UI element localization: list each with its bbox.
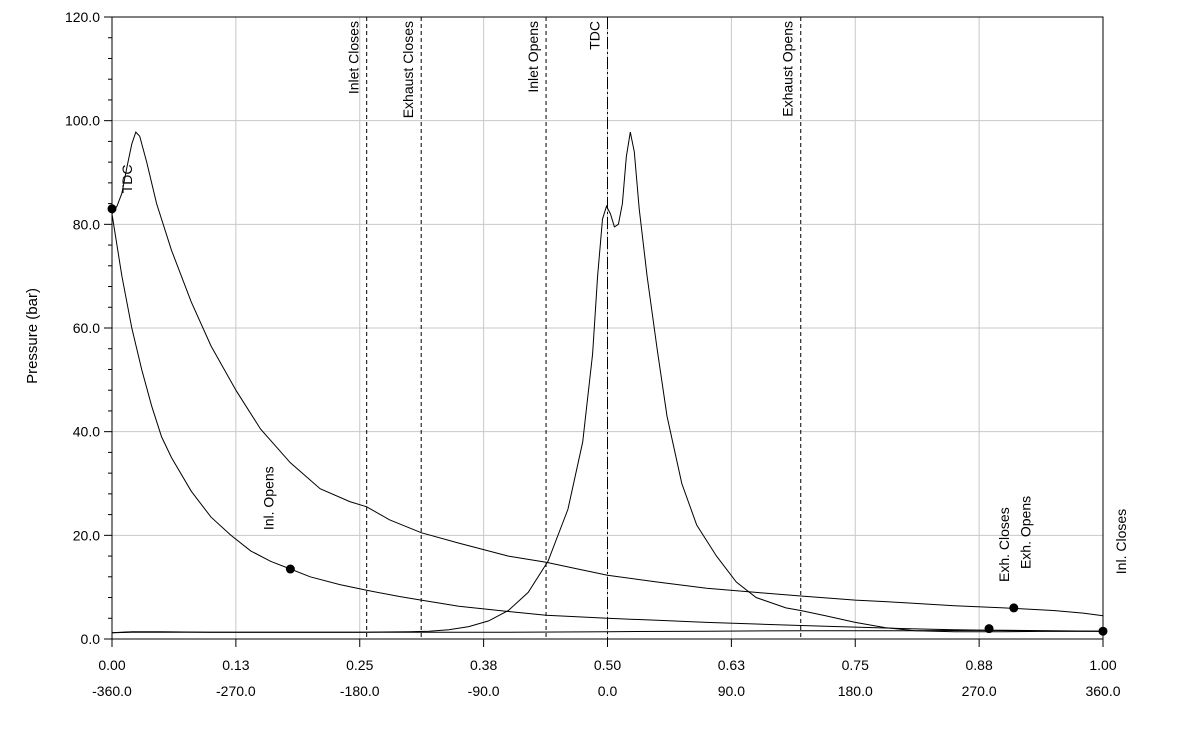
x-tick-label-primary: 0.88 xyxy=(966,657,993,673)
series-curves xyxy=(111,131,1104,634)
x-tick-label-primary: 0.63 xyxy=(718,657,745,673)
x-tick-label-secondary: -90.0 xyxy=(468,683,500,699)
pressure-curve xyxy=(111,132,1103,634)
event-marker xyxy=(984,624,994,634)
annotation-label: Exh. Closes xyxy=(996,507,1012,582)
y-tick-label: 100.0 xyxy=(65,113,100,129)
x-tick-label-primary: 0.50 xyxy=(594,657,621,673)
event-lines: Inlet Closes Exhaust Closes Inlet Opens TDC… xyxy=(346,17,802,639)
event-line-label: TDC xyxy=(587,21,603,50)
pressure-curve xyxy=(111,131,1104,617)
event-line-label: Exhaust Closes xyxy=(400,21,416,118)
event-marker xyxy=(1009,603,1019,613)
annotations: TDC Inl. Opens Exh. Closes Exh. Opens Inl. C… xyxy=(119,164,1129,582)
x-tick-label-secondary: 360.0 xyxy=(1085,683,1120,699)
x-tick-label-secondary: 270.0 xyxy=(962,683,997,699)
x-tick-label-secondary: 0.0 xyxy=(598,683,618,699)
x-tick-label-secondary: -360.0 xyxy=(92,683,132,699)
axis-ticks: 0.0 20.0 40.0 60.0 80.0 100.0 120.0 0.00 -360.0 0… xyxy=(65,9,1121,699)
event-line-label: Exhaust Opens xyxy=(780,21,796,117)
event-line-label: Inlet Opens xyxy=(525,21,541,93)
annotation-label: Inl. Opens xyxy=(261,466,277,530)
annotation-label: Inl. Closes xyxy=(1113,509,1129,574)
x-tick-label-secondary: -270.0 xyxy=(216,683,256,699)
x-tick-label-secondary: -180.0 xyxy=(340,683,380,699)
event-marker xyxy=(285,564,295,574)
y-tick-label: 40.0 xyxy=(73,424,100,440)
x-tick-label-primary: 1.00 xyxy=(1089,657,1116,673)
y-axis-title: Pressure (bar) xyxy=(24,288,41,384)
annotation-label: TDC xyxy=(119,164,135,193)
y-tick-label: 80.0 xyxy=(73,216,100,232)
pressure-curve xyxy=(111,213,1103,632)
y-tick-label: 0.0 xyxy=(81,631,101,647)
x-tick-label-primary: 0.00 xyxy=(98,657,125,673)
event-line-label: Inlet Closes xyxy=(346,21,362,94)
y-tick-label: 60.0 xyxy=(73,320,100,336)
x-tick-label-primary: 0.13 xyxy=(222,657,249,673)
x-tick-label-primary: 0.25 xyxy=(346,657,373,673)
x-tick-label-primary: 0.38 xyxy=(470,657,497,673)
x-tick-label-primary: 0.75 xyxy=(842,657,869,673)
pressure-curve xyxy=(111,629,1104,634)
y-tick-label: 120.0 xyxy=(65,9,100,25)
x-tick-label-secondary: 180.0 xyxy=(838,683,873,699)
x-tick-label-secondary: 90.0 xyxy=(718,683,745,699)
y-tick-label: 20.0 xyxy=(73,527,100,543)
annotation-label: Exh. Opens xyxy=(1018,496,1034,569)
